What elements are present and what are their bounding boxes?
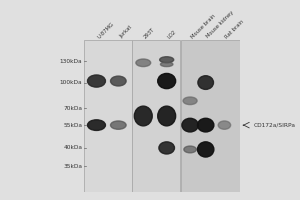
Text: U-87MG: U-87MG — [97, 21, 115, 39]
Ellipse shape — [218, 121, 231, 129]
Ellipse shape — [197, 118, 214, 132]
Ellipse shape — [136, 59, 151, 67]
Text: Rat brain: Rat brain — [224, 19, 245, 39]
Text: Mouse brain: Mouse brain — [190, 13, 217, 39]
Bar — [84, 40, 132, 192]
Ellipse shape — [160, 62, 173, 67]
Ellipse shape — [134, 106, 152, 126]
Ellipse shape — [160, 57, 174, 63]
Text: 130kDa: 130kDa — [60, 59, 82, 64]
Ellipse shape — [158, 73, 176, 89]
Ellipse shape — [182, 118, 198, 132]
Bar — [181, 40, 240, 192]
Ellipse shape — [198, 76, 214, 89]
Ellipse shape — [197, 142, 214, 157]
Text: 100kDa: 100kDa — [60, 80, 82, 85]
Text: 40kDa: 40kDa — [64, 145, 83, 150]
Text: Jurkat: Jurkat — [118, 25, 133, 39]
Ellipse shape — [88, 120, 106, 130]
Ellipse shape — [159, 142, 175, 154]
Text: 293T: 293T — [143, 26, 156, 39]
Text: CD172a/SIRPa: CD172a/SIRPa — [254, 123, 296, 128]
Ellipse shape — [183, 97, 197, 105]
Text: 70kDa: 70kDa — [64, 106, 83, 111]
Bar — [132, 40, 180, 192]
Ellipse shape — [88, 75, 106, 87]
Text: 55kDa: 55kDa — [64, 123, 83, 128]
Ellipse shape — [184, 146, 196, 153]
Ellipse shape — [110, 76, 126, 86]
Text: 35kDa: 35kDa — [64, 164, 83, 169]
Text: LO2: LO2 — [167, 29, 177, 39]
Ellipse shape — [158, 106, 176, 126]
Text: Mouse kidney: Mouse kidney — [206, 10, 235, 39]
Ellipse shape — [110, 121, 126, 129]
